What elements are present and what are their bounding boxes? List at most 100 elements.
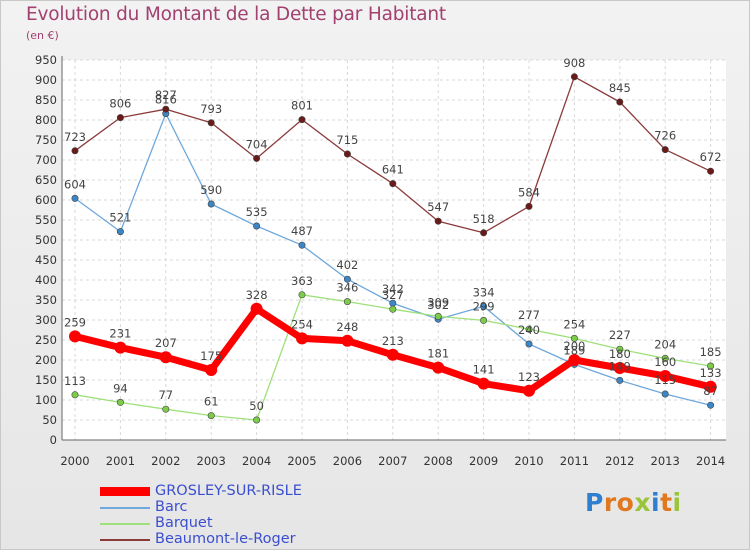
data-label: 402 xyxy=(336,258,358,272)
data-point xyxy=(253,416,261,424)
y-tick-label: 100 xyxy=(35,393,57,407)
data-point xyxy=(707,167,715,175)
legend-swatch xyxy=(100,539,150,541)
y-tick-label: 550 xyxy=(35,213,57,227)
legend-item: Beaumont-le-Roger xyxy=(100,531,360,548)
legend-label: Barc xyxy=(155,499,188,515)
data-point xyxy=(207,200,215,208)
y-tick-label: 700 xyxy=(35,153,57,167)
data-label: 521 xyxy=(109,211,131,225)
data-label: 185 xyxy=(700,345,722,359)
data-point xyxy=(116,398,124,406)
y-tick-label: 0 xyxy=(50,433,57,447)
data-point xyxy=(159,351,172,364)
data-label: 115 xyxy=(654,373,676,387)
data-label: 328 xyxy=(246,288,268,302)
data-point xyxy=(389,305,397,313)
brand-letter: t xyxy=(660,488,673,517)
data-label: 309 xyxy=(427,295,449,309)
x-tick-label: 2012 xyxy=(605,454,634,468)
data-point xyxy=(207,412,215,420)
legend-swatch xyxy=(100,507,150,509)
chart-subtitle: (en €) xyxy=(26,29,59,42)
data-label: 141 xyxy=(473,363,495,377)
data-label: 363 xyxy=(291,274,313,288)
brand-letter: r xyxy=(603,488,617,517)
data-point xyxy=(570,334,578,342)
data-label: 175 xyxy=(200,349,222,363)
data-point xyxy=(343,275,351,283)
data-label: 227 xyxy=(609,328,631,342)
data-label: 160 xyxy=(654,355,676,369)
brand-letter: o xyxy=(616,488,635,517)
y-tick-label: 50 xyxy=(42,413,57,427)
data-label: 334 xyxy=(473,285,495,299)
data-label: 801 xyxy=(291,99,313,113)
data-point xyxy=(661,390,669,398)
data-point xyxy=(434,312,442,320)
data-point xyxy=(298,116,306,124)
data-label: 123 xyxy=(518,370,540,384)
data-point xyxy=(707,401,715,409)
y-tick-label: 400 xyxy=(35,273,57,287)
data-label: 584 xyxy=(518,185,540,199)
data-label: 133 xyxy=(700,366,722,380)
x-tick-label: 2011 xyxy=(560,454,589,468)
legend-label: GROSLEY-SUR-RISLE xyxy=(155,483,302,499)
data-point xyxy=(568,354,581,366)
data-label: 346 xyxy=(336,281,358,295)
grid xyxy=(62,59,726,441)
data-label: 518 xyxy=(473,212,495,226)
data-label: 61 xyxy=(204,395,219,409)
data-point xyxy=(69,330,81,343)
y-tick-label: 650 xyxy=(35,173,57,187)
y-tick-label: 950 xyxy=(35,53,57,67)
data-point xyxy=(432,361,445,374)
data-point xyxy=(343,298,351,306)
data-label: 806 xyxy=(109,97,131,111)
data-point xyxy=(116,228,124,236)
data-point xyxy=(613,362,626,374)
legend-swatch xyxy=(100,487,150,496)
data-point xyxy=(570,73,578,81)
x-tick-label: 2008 xyxy=(424,454,453,468)
data-point xyxy=(434,217,442,225)
x-tick-label: 2014 xyxy=(696,454,725,468)
data-label: 207 xyxy=(155,336,177,350)
legend-item: Barc xyxy=(100,499,360,516)
data-label: 259 xyxy=(64,315,86,329)
data-point xyxy=(616,376,624,384)
y-tick-label: 800 xyxy=(35,113,57,127)
data-point xyxy=(659,370,672,382)
data-label: 547 xyxy=(427,200,449,214)
x-tick-label: 2003 xyxy=(197,454,226,468)
legend-swatch xyxy=(100,523,150,525)
data-point xyxy=(343,150,351,158)
data-point xyxy=(480,316,488,324)
legend: GROSLEY-SUR-RISLE Barc Barquet Beaumont-le-… xyxy=(100,483,360,548)
data-label: 240 xyxy=(518,323,540,337)
brand-letter: i xyxy=(672,488,682,517)
data-point xyxy=(525,340,533,348)
legend-label: Beaumont-le-Roger xyxy=(155,531,296,547)
brand-letter: i xyxy=(651,488,661,517)
data-label: 204 xyxy=(654,337,676,351)
data-label: 302 xyxy=(427,298,449,312)
x-tick-label: 2010 xyxy=(514,454,543,468)
data-point xyxy=(162,105,170,113)
y-tick-label: 450 xyxy=(35,253,57,267)
data-point xyxy=(661,354,669,362)
x-tick-label: 2009 xyxy=(469,454,498,468)
y-tick-label: 150 xyxy=(35,373,57,387)
x-tick-label: 2000 xyxy=(60,454,89,468)
y-tick-label: 500 xyxy=(35,233,57,247)
data-point xyxy=(341,334,354,347)
data-label: 113 xyxy=(64,374,86,388)
data-point xyxy=(704,380,717,393)
y-tick-label: 250 xyxy=(35,333,57,347)
data-point xyxy=(71,147,79,155)
data-label: 487 xyxy=(291,224,313,238)
data-point xyxy=(525,325,533,333)
